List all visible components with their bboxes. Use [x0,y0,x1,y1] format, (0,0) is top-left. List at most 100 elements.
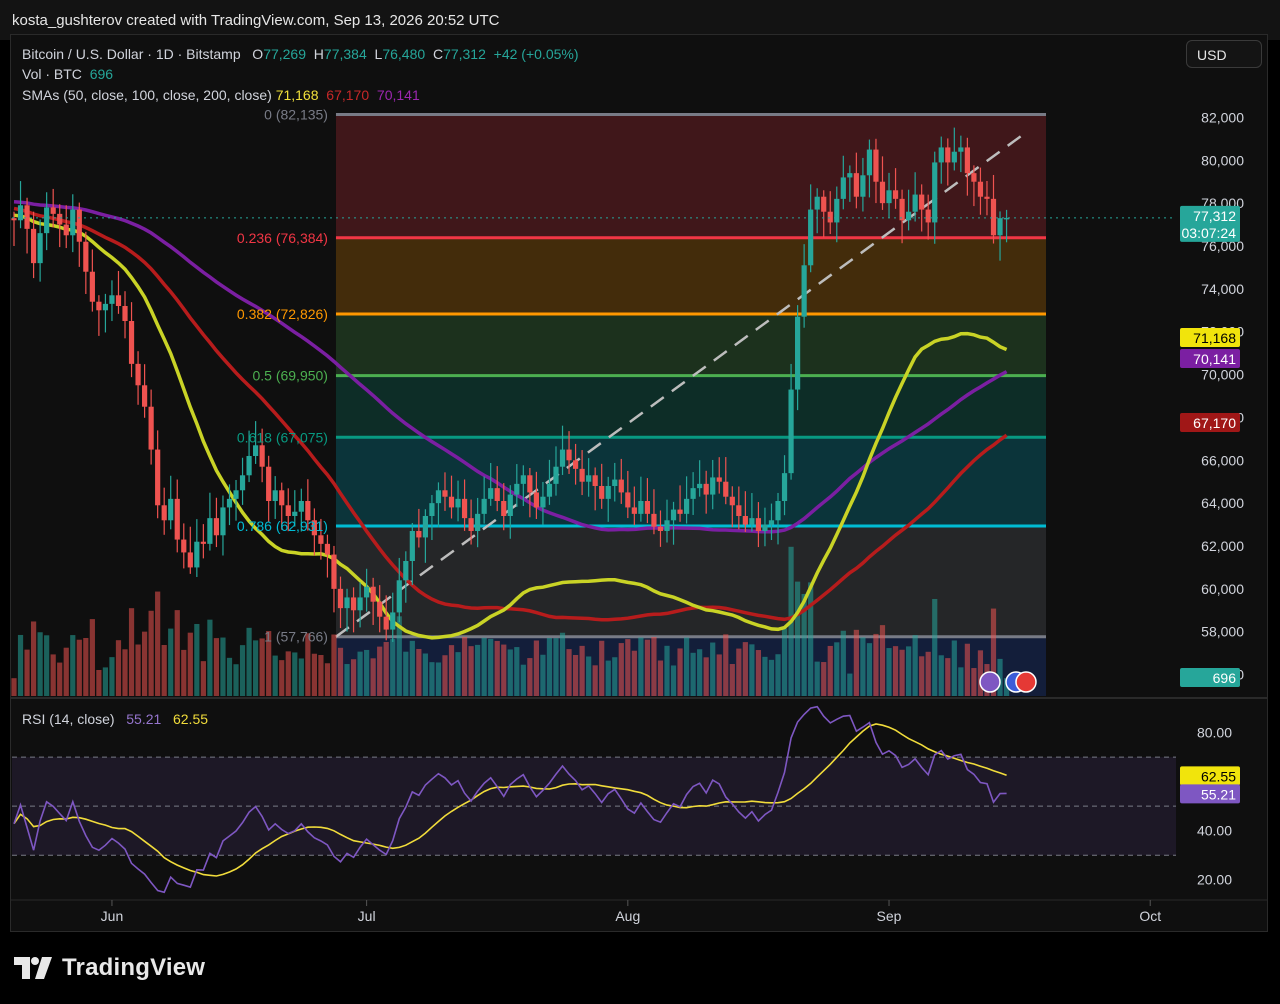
volume-bar [30,621,37,696]
volume-bar [762,656,768,696]
candle-body [155,449,161,506]
tradingview-logo[interactable]: TradingView [14,952,205,984]
candle-body [109,295,115,304]
volume-bar [990,608,997,696]
y-tick-label: 60,000 [1201,581,1244,597]
candle-body [729,496,735,506]
candle-body [520,475,526,484]
candle-body [448,496,455,508]
volume-bar [906,646,912,696]
candle-body [501,501,507,516]
fib-zone-0.786 [335,526,1047,637]
volume-bar [860,637,866,696]
candle-body [958,147,964,152]
volume-bar [187,632,193,696]
volume-bar [742,642,748,696]
volume-bar [442,655,448,696]
candle-body [383,616,389,630]
volume-bar [997,658,1003,696]
volume-bar [435,662,442,696]
volume-bar [324,663,331,696]
volume-bar [488,638,494,696]
volume-bar [207,619,213,696]
candle-body [11,218,17,221]
volume-bar [853,629,859,696]
candle-body [572,460,579,469]
volume-bar [670,665,677,696]
volume-bar [259,638,265,696]
sma50-value: 71,168 [275,87,319,103]
rsi-legend[interactable]: RSI (14, close) 55.21 62.55 [22,711,208,727]
candle-body [122,306,128,321]
candle-body [1003,217,1010,220]
sma200-badge-text: 70,141 [1193,351,1236,367]
candle-body [115,295,122,306]
volume-bar [586,656,592,696]
candle-body [670,509,677,521]
candle-body [853,173,859,197]
symbol-legend[interactable]: Bitcoin / U.S. Dollar · 1D · Bitstamp O7… [22,46,579,62]
volume-bar [383,641,389,696]
candle-body [827,211,833,223]
volume-bar [683,637,690,696]
volume-bar [416,648,422,696]
volume-bar [403,651,409,696]
rsi-ma-value: 62.55 [172,711,209,727]
candle-body [24,205,30,229]
candle-body [181,539,187,553]
volume-bar [298,658,304,696]
currency-button[interactable]: USD [1186,40,1262,68]
change-value: +42 (+0.05%) [493,46,579,62]
volume-bar [337,647,344,696]
y-tick-label: 70,000 [1201,367,1244,383]
volume-bar [213,638,220,696]
volume-bar [755,650,762,696]
volume-bar [964,643,970,696]
volume-bar [396,616,402,696]
candle-body [814,196,820,210]
volume-bar [723,634,729,696]
candle-body [964,147,970,174]
candle-body [723,481,729,497]
volume-bar [795,581,801,696]
volume-bar [886,648,892,696]
candle-body [207,518,213,544]
candle-body [710,477,716,495]
event-marker [1015,671,1037,693]
candle-body [592,475,598,486]
candle-body [703,483,709,495]
volume-bar [318,655,324,696]
volume-legend[interactable]: Vol · BTC 696 [22,66,113,82]
candle-body [442,490,448,497]
candle-body [971,173,977,182]
candle-body [690,488,696,499]
volume-badge-bg [1180,668,1240,687]
x-tick-label: Jul [358,908,376,924]
rsi-line [13,705,1007,894]
open-value: 77,269 [263,46,307,62]
candle-body [755,518,762,531]
event-marker [979,671,1001,693]
fib-zone-0.382 [335,314,1047,376]
candle-body [475,513,481,531]
volume-bar [11,678,17,696]
candle-body [96,301,102,311]
fib-zone-0.618 [335,437,1047,527]
last-price-badge-bg [1180,205,1240,242]
volume-bar [840,630,846,696]
candle-body [559,449,566,467]
volume-bar [148,610,154,696]
volume-bar [448,645,455,696]
candle-body [566,449,572,461]
sma-legend[interactable]: SMAs (50, close, 100, close, 200, close)… [22,87,420,103]
fib-zone-0.5 [335,375,1047,438]
candle-body [906,211,912,221]
volume-bar [710,642,716,696]
volume-bar [690,652,696,696]
volume-bar [272,655,278,696]
volume-bar [239,645,246,696]
volume-bar [801,593,807,696]
candle-body [873,149,879,182]
volume-bar [115,640,122,696]
